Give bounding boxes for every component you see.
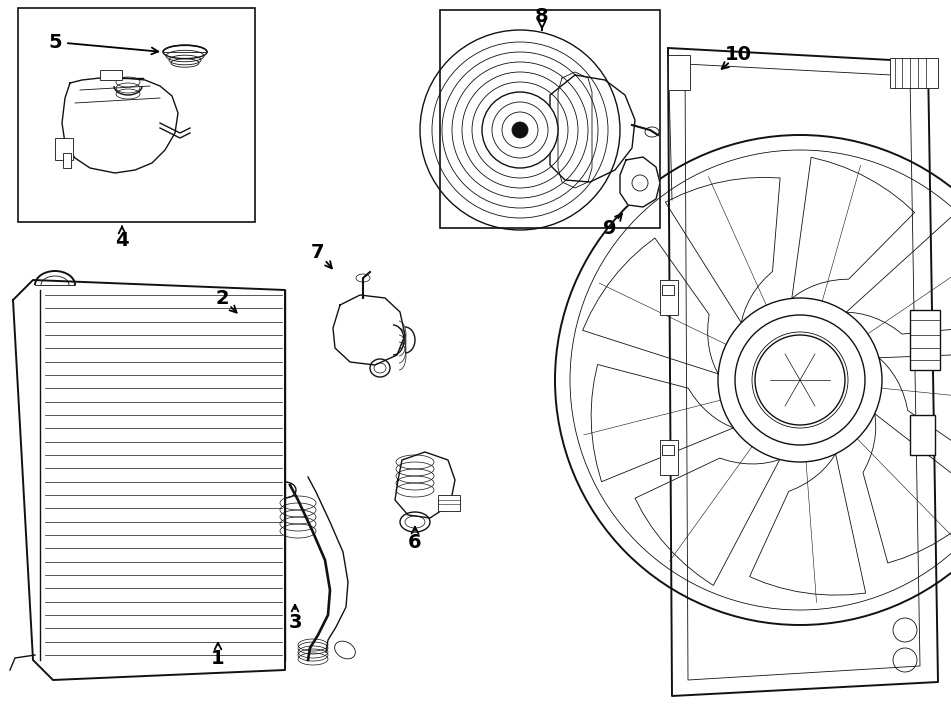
Bar bbox=[440, 10, 660, 228]
Text: 8: 8 bbox=[535, 8, 549, 26]
Text: 7: 7 bbox=[311, 243, 324, 261]
Polygon shape bbox=[62, 78, 178, 173]
Bar bbox=[18, 8, 255, 222]
Polygon shape bbox=[13, 280, 285, 680]
Text: 1: 1 bbox=[211, 649, 224, 668]
Text: 2: 2 bbox=[215, 288, 229, 308]
Bar bbox=[55, 138, 73, 160]
Circle shape bbox=[755, 335, 845, 425]
Bar bbox=[910, 415, 935, 455]
Bar bbox=[890, 58, 938, 88]
Bar bbox=[662, 285, 674, 295]
Polygon shape bbox=[395, 452, 455, 518]
Circle shape bbox=[482, 92, 558, 168]
Polygon shape bbox=[620, 157, 660, 207]
Bar bbox=[660, 280, 678, 315]
Text: 6: 6 bbox=[408, 533, 422, 553]
Polygon shape bbox=[333, 295, 405, 365]
Bar bbox=[660, 440, 678, 475]
Text: 9: 9 bbox=[603, 219, 617, 238]
Bar bbox=[910, 310, 940, 370]
Bar bbox=[63, 153, 71, 168]
Bar bbox=[662, 445, 674, 455]
Bar bbox=[668, 55, 690, 90]
Text: 10: 10 bbox=[725, 46, 751, 65]
Circle shape bbox=[782, 362, 818, 398]
Text: 5: 5 bbox=[49, 33, 62, 51]
Bar bbox=[100, 70, 122, 80]
Circle shape bbox=[512, 122, 528, 138]
Text: 4: 4 bbox=[115, 231, 128, 249]
Polygon shape bbox=[668, 48, 938, 696]
Bar bbox=[438, 495, 460, 511]
Text: 3: 3 bbox=[288, 612, 301, 632]
Polygon shape bbox=[550, 75, 635, 182]
